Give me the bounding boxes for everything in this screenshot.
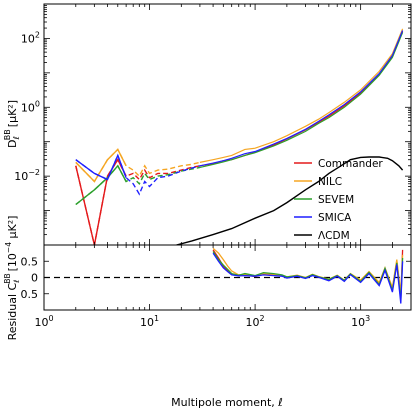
x-axis-label: Multipole moment, ℓ [171,396,283,409]
top-y-tick-label: 10−2 [14,168,40,183]
series-sevem-low-ell [75,164,201,206]
legend-label-sevem: SEVEM [318,194,354,206]
series-commander-first-multipoles [75,158,127,245]
top-y-tick-label: 100 [21,99,40,114]
x-tick-label: 100 [34,314,53,329]
series-sevem [199,32,404,168]
bottom-y-tick-label: 0.5 [21,255,39,268]
series-commander [199,31,404,167]
series-nilc-first-multipoles [75,148,127,183]
legend-label-nilc: NILC [318,176,342,188]
top-panel: 10−2 100 102 DℓBB[μK²] Commander NILC SEVEM S… [3,3,412,246]
legend-label-lcdm: ΛCDM [318,230,350,242]
legend-label-smica: SMICA [318,212,352,224]
top-axes-frame [43,3,412,246]
x-tick-labels: 100 101 102 103 [34,314,370,329]
series-commander-low-ell [75,158,201,245]
bottom-y-tick-labels: 0.5 0 0.5 [21,255,39,301]
top-y-tick-labels: 10−2 100 102 [14,30,40,183]
top-plot-area [75,28,404,245]
legend-label-commander: Commander [318,158,383,170]
x-tick-label: 103 [351,314,370,329]
bottom-axes-frame [43,244,412,311]
residual-series-commander [212,249,404,298]
residual-series-smica [212,252,404,304]
top-ticks [43,3,412,246]
series-smica [199,30,404,167]
series-nilc [199,28,404,163]
legend: Commander NILC SEVEM SMICA ΛCDM [294,158,383,242]
series-sevem-first-multipoles [75,164,127,206]
bottom-plot-area [44,247,411,304]
series-lcdm [176,156,404,245]
bottom-panel: 0.5 0 0.5 100 101 102 103 Residual CℓBB[10−4 … [3,216,412,409]
top-y-axis-label: DℓBB[μK²] [3,100,21,148]
top-y-tick-label: 102 [21,30,40,45]
bottom-y-tick-label: 0.5 [21,288,39,301]
series-smica-first-multipoles [75,153,127,181]
x-tick-label: 102 [246,314,265,329]
series-nilc-low-ell [75,148,201,183]
x-tick-label: 101 [140,314,159,329]
residual-series-nilc [212,247,404,294]
bottom-y-axis-label: Residual CℓBB[10−4 μK²] [3,216,21,341]
bottom-y-tick-label: 0 [31,272,38,285]
